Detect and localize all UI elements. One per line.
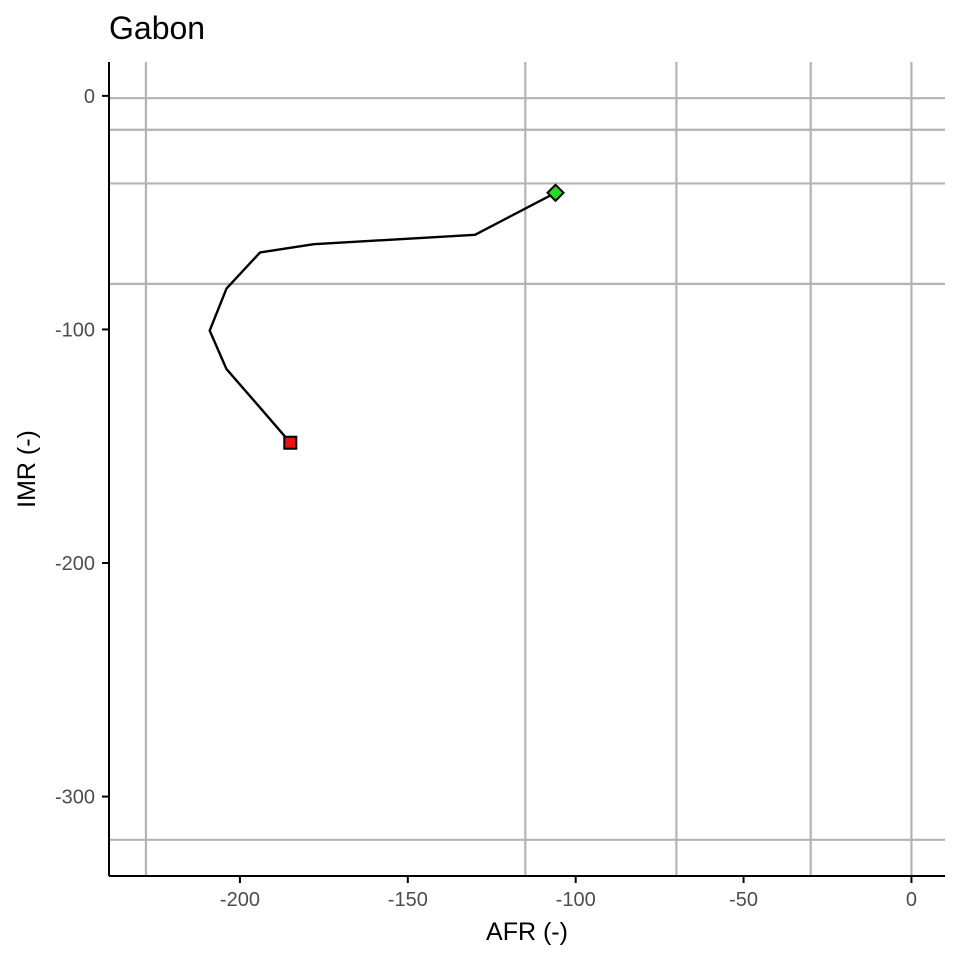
- reference-lines: [109, 62, 945, 876]
- y-axis-title: IMR (-): [13, 430, 41, 508]
- chart-title: Gabon: [109, 10, 205, 46]
- y-tick-label: -100: [55, 319, 95, 341]
- x-tick-label: -100: [556, 889, 596, 911]
- x-axis-title: AFR (-): [486, 918, 568, 946]
- y-ticks: 0 -100 -200 -300: [55, 86, 109, 809]
- y-tick-label: -200: [55, 553, 95, 575]
- end-marker-square: [283, 435, 298, 450]
- axes: [108, 62, 945, 877]
- x-ticks: -200 -150 -100 -50 0: [220, 876, 917, 911]
- markers: [283, 183, 565, 450]
- x-tick-label: 0: [906, 889, 917, 911]
- x-tick-label: -150: [388, 889, 428, 911]
- start-marker-diamond: [546, 183, 565, 203]
- x-tick-label: -200: [220, 889, 260, 911]
- series-line-0: [208, 191, 557, 444]
- y-tick-label: 0: [84, 86, 95, 108]
- series: [208, 191, 557, 444]
- x-tick-label: -50: [729, 889, 758, 911]
- y-tick-label: -300: [55, 787, 95, 809]
